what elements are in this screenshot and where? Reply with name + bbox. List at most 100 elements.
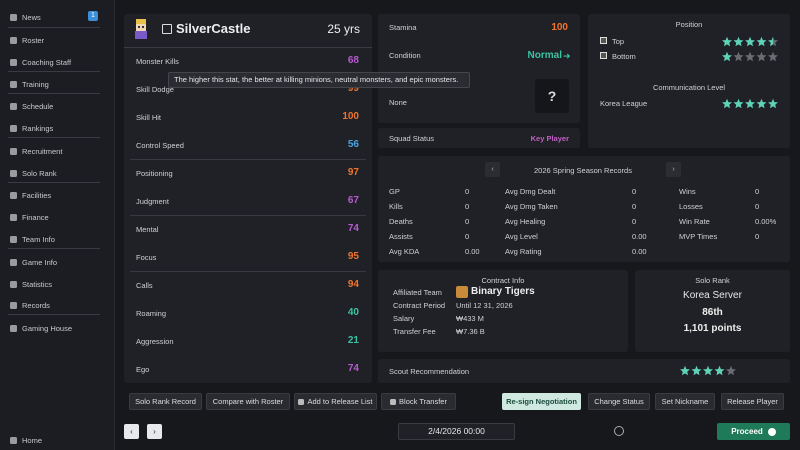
rating-star xyxy=(756,98,767,109)
button-label: Release Player xyxy=(727,397,778,406)
scout-label: Scout Recommendation xyxy=(389,367,470,376)
sidebar-label: Solo Rank xyxy=(22,168,57,178)
sidebar-item[interactable]: Gaming House xyxy=(10,321,72,335)
sidebar-item[interactable]: Facilities xyxy=(10,188,51,202)
team-label: Affiliated Team xyxy=(393,288,442,297)
period-label: Contract Period xyxy=(393,301,446,310)
sidebar-label: Finance xyxy=(22,212,49,222)
sidebar-item[interactable]: News xyxy=(10,10,41,24)
stat-divider xyxy=(130,271,366,272)
stat-divider xyxy=(130,215,366,216)
records-panel xyxy=(378,156,790,262)
button-icon xyxy=(298,398,305,405)
player-age: 25 yrs xyxy=(327,22,360,36)
proceed-button[interactable]: Proceed xyxy=(717,423,790,440)
action-button[interactable]: Re-sign Negotiation xyxy=(502,393,581,410)
sidebar-label: Team Info xyxy=(22,234,55,244)
sidebar-item[interactable]: Training xyxy=(10,77,49,91)
stat-label: Roaming xyxy=(136,309,167,318)
action-button[interactable]: Compare with Roster xyxy=(206,393,290,410)
sidebar-icon xyxy=(10,124,17,132)
button-label: Change Status xyxy=(594,397,644,406)
rating-star xyxy=(691,365,702,376)
salary-value: ₩433 M xyxy=(456,314,484,323)
squad-panel xyxy=(378,128,580,148)
rating-star xyxy=(722,36,732,47)
sidebar-item[interactable]: Records xyxy=(10,298,50,312)
record-value: 0 xyxy=(465,202,470,211)
next-season[interactable]: › xyxy=(666,162,681,177)
sidebar-divider xyxy=(8,248,100,249)
stat-value: 94 xyxy=(347,279,359,290)
sidebar-icon xyxy=(10,280,17,288)
stat-value: 100 xyxy=(342,111,359,122)
rating-star xyxy=(756,36,767,47)
points: 1,101 points xyxy=(683,323,742,334)
top-label: Top xyxy=(612,37,625,46)
action-button[interactable]: Block Transfer xyxy=(381,393,456,410)
sidebar-item[interactable]: Recruitment xyxy=(10,144,62,158)
sidebar-label: Facilities xyxy=(22,190,52,200)
solo-rank-panel xyxy=(635,270,790,352)
record-label: Avg Level xyxy=(505,232,538,241)
action-button[interactable]: Add to Release List xyxy=(294,393,377,410)
sidebar-divider xyxy=(8,314,100,315)
record-label: Win Rate xyxy=(679,217,710,226)
condition-label: Condition xyxy=(389,51,421,60)
date-display: 2/4/2026 00:00 xyxy=(398,423,515,440)
sidebar-item[interactable]: Roster xyxy=(10,33,44,47)
stat-label: Monster Kills xyxy=(136,57,179,66)
record-value: 0 xyxy=(755,202,760,211)
rating-star xyxy=(768,98,778,109)
record-value: 0.00 xyxy=(632,232,647,241)
prev-season[interactable]: ‹ xyxy=(485,162,500,177)
prev-button[interactable]: ‹ xyxy=(124,424,139,439)
rating-star xyxy=(733,98,744,109)
rating-star xyxy=(745,51,755,62)
rating-star xyxy=(768,51,778,62)
record-value: 0 xyxy=(632,217,637,226)
clock-icon[interactable] xyxy=(614,426,624,436)
sidebar-item[interactable]: Finance xyxy=(10,210,49,224)
next-button[interactable]: › xyxy=(147,424,162,439)
sidebar-item[interactable]: Team Info xyxy=(10,232,55,246)
position-panel xyxy=(588,14,790,148)
condition-value: Normal xyxy=(527,50,562,61)
team-name: Binary Tigers xyxy=(471,286,535,297)
sidebar-item[interactable]: Game Info xyxy=(10,255,57,269)
sidebar-icon xyxy=(10,169,17,177)
stat-value: 95 xyxy=(347,251,359,262)
sidebar-item[interactable]: Coaching Staff xyxy=(10,55,71,69)
proceed-icon xyxy=(767,427,776,436)
sidebar-item[interactable]: Statistics xyxy=(10,277,52,291)
records-title: 2026 Spring Season Records xyxy=(534,166,632,175)
stat-label: Positioning xyxy=(136,169,173,178)
sidebar-item[interactable]: Schedule xyxy=(10,99,53,113)
action-button[interactable]: Set Nickname xyxy=(655,393,715,410)
record-label: Avg KDA xyxy=(389,247,420,256)
sidebar-label: Recruitment xyxy=(22,146,63,156)
condition-arrow: ➜ xyxy=(563,51,571,61)
rating-star xyxy=(726,365,736,376)
button-label: Re-sign Negotiation xyxy=(506,397,577,406)
sidebar-label: Statistics xyxy=(22,279,53,289)
button-label: Block Transfer xyxy=(399,397,447,406)
avatar-icon xyxy=(135,19,147,39)
sidebar-item[interactable]: Home xyxy=(10,433,42,447)
sidebar-label: Rankings xyxy=(22,123,54,133)
sidebar-item[interactable]: Rankings xyxy=(10,121,53,135)
stamina-label: Stamina xyxy=(389,23,417,32)
stat-value: 21 xyxy=(347,335,359,346)
sidebar-divider xyxy=(8,93,100,94)
sidebar-item[interactable]: Solo Rank xyxy=(10,166,57,180)
action-button[interactable]: Change Status xyxy=(588,393,650,410)
record-value: 0.00% xyxy=(755,217,777,226)
action-button[interactable]: Release Player xyxy=(721,393,784,410)
record-value: 0.00 xyxy=(632,247,647,256)
action-button[interactable]: Solo Rank Record xyxy=(129,393,202,410)
top-icon xyxy=(600,37,607,44)
player-avatar xyxy=(133,18,149,40)
record-label: Assists xyxy=(389,232,413,241)
